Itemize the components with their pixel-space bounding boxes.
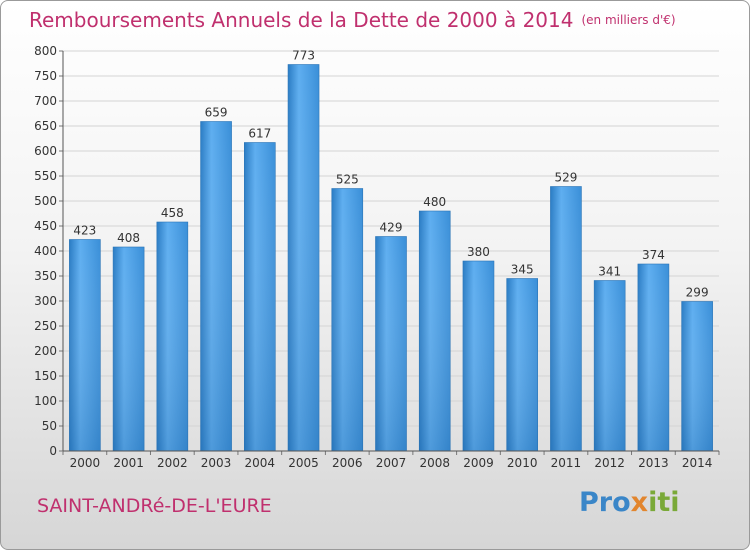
- x-tick-label: 2005: [288, 456, 319, 470]
- x-tick-label: 2014: [682, 456, 713, 470]
- bar-value-label: 299: [686, 286, 709, 300]
- x-tick-label: 2002: [157, 456, 188, 470]
- bar-shade: [244, 142, 276, 451]
- y-tick-label: 650: [34, 119, 57, 133]
- y-tick-label: 50: [42, 419, 57, 433]
- x-tick-label: 2012: [594, 456, 625, 470]
- bar-shade: [331, 188, 363, 451]
- x-tick-label: 2006: [332, 456, 363, 470]
- y-tick-label: 600: [34, 144, 57, 158]
- bar-value-label: 429: [380, 221, 403, 235]
- y-tick-label: 300: [34, 294, 57, 308]
- bar-shade: [681, 301, 713, 451]
- bar-value-label: 659: [205, 106, 228, 120]
- bar-shade: [288, 64, 320, 451]
- bar-value-label: 408: [117, 231, 140, 245]
- y-tick-label: 150: [34, 369, 57, 383]
- x-tick-label: 2000: [70, 456, 101, 470]
- bar-value-label: 617: [248, 127, 271, 141]
- y-tick-label: 0: [49, 444, 57, 458]
- bar-shade: [200, 121, 232, 451]
- bar-shade: [550, 186, 582, 451]
- bar-shade: [594, 280, 626, 451]
- x-tick-label: 2009: [463, 456, 494, 470]
- bar-value-label: 458: [161, 206, 184, 220]
- x-tick-label: 2004: [245, 456, 276, 470]
- x-tick-label: 2013: [638, 456, 669, 470]
- bar-value-label: 529: [554, 171, 577, 185]
- bar-shade: [69, 239, 101, 451]
- y-tick-label: 400: [34, 244, 57, 258]
- proxiti-logo: Proxiti: [579, 487, 680, 518]
- y-tick-label: 250: [34, 319, 57, 333]
- bar-value-label: 380: [467, 245, 490, 259]
- x-tick-label: 2001: [113, 456, 144, 470]
- chart-title: Remboursements Annuels de la Dette de 20…: [29, 8, 676, 32]
- unit-label: (en milliers d'€): [581, 13, 676, 27]
- bar-value-label: 345: [511, 263, 534, 277]
- bar-value-label: 525: [336, 173, 359, 187]
- bar-value-label: 341: [598, 265, 621, 279]
- bar-shade: [419, 211, 451, 451]
- y-tick-label: 750: [34, 69, 57, 83]
- x-tick-label: 2008: [419, 456, 450, 470]
- y-tick-label: 700: [34, 94, 57, 108]
- bar-value-label: 480: [423, 195, 446, 209]
- bar-shade: [375, 236, 407, 451]
- y-tick-label: 100: [34, 394, 57, 408]
- y-tick-label: 550: [34, 169, 57, 183]
- y-axis-ticks: 0 50 100 150 200 250 300 350 400 450 500 550 600 650 7…: [34, 44, 63, 458]
- bar-value-label: 374: [642, 248, 665, 262]
- x-tick-label: 2003: [201, 456, 232, 470]
- bar-shade: [113, 247, 145, 451]
- y-tick-label: 450: [34, 219, 57, 233]
- bar-shade: [462, 261, 494, 451]
- bar-shade: [506, 278, 538, 451]
- bar-shade: [156, 222, 188, 451]
- x-axis-ticks: 2000 2001 2002 2003 2004 2005 2006 2007 2008 2009…: [62, 451, 720, 470]
- bar-value-label: 423: [73, 224, 96, 238]
- chart-title-text: Remboursements Annuels de la Dette de 20…: [29, 8, 574, 32]
- commune-name: SAINT-ANDRé-DE-L'EURE: [37, 495, 272, 517]
- bar-shade: [637, 264, 669, 451]
- bar-value-label: 773: [292, 49, 315, 63]
- x-tick-label: 2010: [507, 456, 538, 470]
- y-tick-label: 500: [34, 194, 57, 208]
- y-tick-label: 350: [34, 269, 57, 283]
- y-tick-label: 800: [34, 44, 57, 58]
- x-tick-label: 2007: [376, 456, 407, 470]
- x-tick-label: 2011: [551, 456, 582, 470]
- bars: 423 408 458 659 617 773 525 429 480 380 345 529 341 3…: [69, 49, 713, 452]
- y-tick-label: 200: [34, 344, 57, 358]
